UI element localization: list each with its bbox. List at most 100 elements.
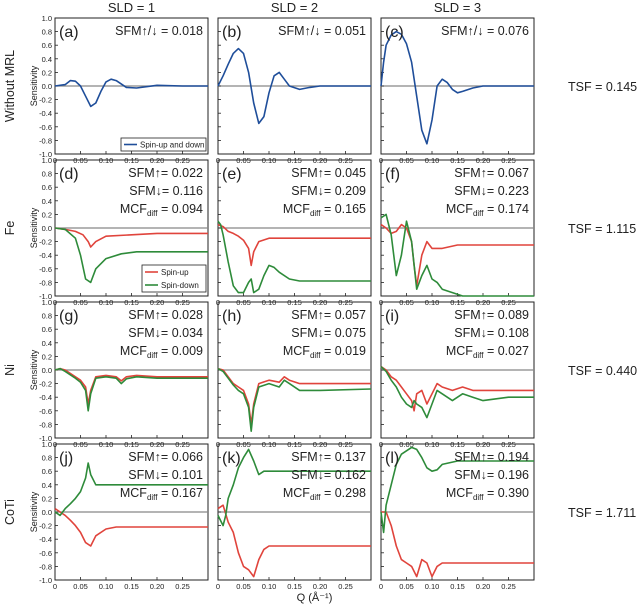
y-tick-label: -0.6 bbox=[39, 265, 52, 274]
y-tick-label: 1.0 bbox=[42, 440, 52, 449]
annotation-text: MCFdiff = 0.094 bbox=[120, 202, 203, 218]
panel-label: (j) bbox=[59, 450, 73, 467]
y-tick-label: 0.2 bbox=[42, 68, 52, 77]
x-tick-label: 0.05 bbox=[73, 582, 88, 591]
series-line-down bbox=[54, 227, 208, 284]
annotation-text: MCFdiff = 0.019 bbox=[283, 344, 366, 360]
x-tick-label: 0.10 bbox=[425, 582, 440, 591]
series-line-down bbox=[217, 448, 371, 527]
y-tick-label: -0.8 bbox=[39, 420, 52, 429]
y-tick-label: 0.8 bbox=[42, 28, 52, 37]
annotation-text: MCFdiff = 0.165 bbox=[283, 202, 366, 218]
annotation-text: SFM↓= 0.101 bbox=[128, 468, 203, 482]
x-tick-label: 0.20 bbox=[313, 582, 328, 591]
series-line-up bbox=[217, 367, 371, 426]
y-tick-label: -0.8 bbox=[39, 562, 52, 571]
y-tick-label: -0.4 bbox=[39, 535, 52, 544]
series-line-up bbox=[217, 223, 371, 267]
annotation-text: SFM↓= 0.209 bbox=[291, 184, 366, 198]
series-line-up bbox=[217, 504, 371, 578]
x-tick-label: 0 bbox=[53, 582, 57, 591]
annotation-text: SFM↓= 0.116 bbox=[129, 184, 203, 198]
row-label: Ni bbox=[3, 364, 17, 376]
series-line-up bbox=[381, 511, 534, 578]
tsf-label: TSF = 0.440 bbox=[568, 364, 637, 378]
series-line-down bbox=[217, 367, 372, 432]
annotation-text: MCFdiff = 0.390 bbox=[446, 486, 529, 502]
series-line-up bbox=[54, 367, 208, 405]
annotation-text: MCFdiff = 0.167 bbox=[120, 486, 203, 502]
series-line-down bbox=[380, 366, 534, 419]
column-header: SLD = 3 bbox=[434, 0, 481, 15]
y-tick-label: -0.4 bbox=[39, 109, 52, 118]
legend-box bbox=[141, 264, 207, 293]
panel-label: (e) bbox=[222, 166, 242, 183]
annotation-text: SFM↓= 0.223 bbox=[454, 184, 529, 198]
annotation-text: MCFdiff = 0.009 bbox=[120, 344, 203, 360]
y-tick-label: -0.2 bbox=[39, 238, 52, 247]
series-line-down bbox=[217, 220, 371, 294]
x-tick-label: 0.10 bbox=[262, 582, 277, 591]
legend-box bbox=[120, 137, 207, 152]
series-line-both bbox=[217, 47, 371, 125]
series-line-down bbox=[380, 446, 534, 534]
x-tick-label: 0.25 bbox=[338, 582, 353, 591]
y-tick-label: 0.4 bbox=[42, 55, 52, 64]
y-tick-label: 1.0 bbox=[42, 14, 52, 23]
legend-label: Spin-up and down bbox=[140, 141, 205, 150]
x-tick-label: 0.15 bbox=[450, 582, 465, 591]
legend-label: Spin-up bbox=[161, 268, 189, 277]
panel-label: (k) bbox=[222, 450, 241, 467]
annotation-text: MCFdiff = 0.027 bbox=[446, 344, 529, 360]
panel-label: (b) bbox=[222, 24, 242, 41]
y-tick-label: 1.0 bbox=[42, 156, 52, 165]
y-tick-label: 0.0 bbox=[42, 82, 52, 91]
annotation-text: SFM↑= 0.137 bbox=[291, 450, 366, 464]
x-tick-label: 0.25 bbox=[501, 582, 516, 591]
annotation-text: SFM↑= 0.028 bbox=[128, 308, 203, 322]
annotation-text: SFM↑= 0.022 bbox=[128, 166, 203, 180]
panel-label: (h) bbox=[222, 308, 242, 325]
annotation-text: SFM↑= 0.045 bbox=[291, 166, 366, 180]
y-tick-label: -0.8 bbox=[39, 278, 52, 287]
series-line-up bbox=[380, 365, 534, 412]
x-tick-label: 0.20 bbox=[476, 582, 491, 591]
annotation-text: SFM↑= 0.066 bbox=[128, 450, 203, 464]
y-tick-label: 0.0 bbox=[42, 224, 52, 233]
y-tick-label: -1.0 bbox=[39, 292, 52, 301]
panel-label: (d) bbox=[59, 166, 79, 183]
y-tick-label: 0.6 bbox=[42, 325, 52, 334]
y-tick-label: -0.6 bbox=[39, 549, 52, 558]
y-tick-label: 0.4 bbox=[42, 339, 52, 348]
y-tick-label: 1.0 bbox=[42, 298, 52, 307]
y-tick-label: 0.2 bbox=[42, 210, 52, 219]
x-tick-label: 0.15 bbox=[124, 582, 139, 591]
y-tick-label: -0.8 bbox=[39, 136, 52, 145]
y-tick-label: 0.8 bbox=[42, 312, 52, 321]
x-tick-label: 0 bbox=[379, 582, 383, 591]
y-axis-label: Sensitivity bbox=[29, 349, 39, 390]
x-tick-label: 0.05 bbox=[236, 582, 251, 591]
series-line-down bbox=[380, 213, 534, 297]
column-header: SLD = 1 bbox=[108, 0, 155, 15]
x-tick-label: 0 bbox=[216, 582, 220, 591]
y-tick-label: 0.4 bbox=[42, 481, 52, 490]
y-tick-label: -0.6 bbox=[39, 407, 52, 416]
y-axis-label: Sensitivity bbox=[29, 65, 39, 106]
annotation-text: SFM↑= 0.057 bbox=[291, 308, 366, 322]
annotation-text: SFM↑= 0.089 bbox=[454, 308, 529, 322]
y-tick-label: 0.2 bbox=[42, 352, 52, 361]
panel-label: (i) bbox=[385, 308, 399, 325]
tsf-label: TSF = 1.711 bbox=[568, 506, 636, 520]
y-tick-label: -0.4 bbox=[39, 393, 52, 402]
panel-label: (l) bbox=[385, 450, 399, 467]
series-line-up bbox=[54, 227, 208, 248]
y-tick-label: 0.0 bbox=[42, 366, 52, 375]
tsf-label: TSF = 0.145 bbox=[568, 80, 637, 94]
annotation-text: SFM↓= 0.162 bbox=[291, 468, 366, 482]
annotation-text: SFM↑/↓ = 0.018 bbox=[115, 24, 203, 38]
annotation-text: SFM↑/↓ = 0.051 bbox=[278, 24, 366, 38]
series-line-down bbox=[54, 367, 208, 412]
series-line-both bbox=[380, 30, 534, 145]
series-line-down bbox=[54, 462, 208, 517]
